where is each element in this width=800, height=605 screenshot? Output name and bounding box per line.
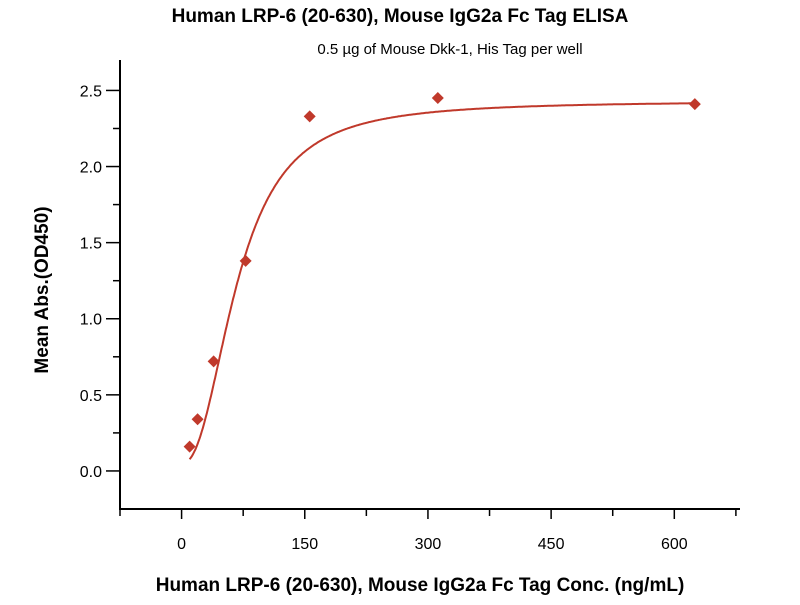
data-point <box>191 413 204 426</box>
x-tick-label: 0 <box>177 536 186 553</box>
x-tick-label: 600 <box>661 536 688 553</box>
data-point <box>431 92 444 105</box>
y-tick-label: 1.0 <box>80 312 102 329</box>
fit-curve <box>188 102 695 460</box>
chart-title: Human LRP-6 (20-630), Mouse IgG2a Fc Tag… <box>172 6 629 27</box>
y-tick-label: 0.0 <box>80 464 102 481</box>
y-tick-label: 2.0 <box>80 160 102 177</box>
x-tick-label: 450 <box>538 536 565 553</box>
x-axis-label: Human LRP-6 (20-630), Mouse IgG2a Fc Tag… <box>156 575 685 596</box>
x-tick-label: 300 <box>415 536 442 553</box>
data-point <box>239 254 252 267</box>
y-axis-label: Mean Abs.(OD450) <box>32 206 53 373</box>
data-point <box>303 110 316 123</box>
y-tick-label: 2.5 <box>80 83 102 100</box>
data-point <box>183 440 196 453</box>
data-point <box>207 355 220 368</box>
chart-subtitle: 0.5 µg of Mouse Dkk-1, His Tag per well <box>317 41 582 58</box>
data-point <box>688 98 701 111</box>
x-tick-label: 150 <box>291 536 318 553</box>
y-tick-label: 0.5 <box>80 388 102 405</box>
y-tick-label: 1.5 <box>80 236 102 253</box>
